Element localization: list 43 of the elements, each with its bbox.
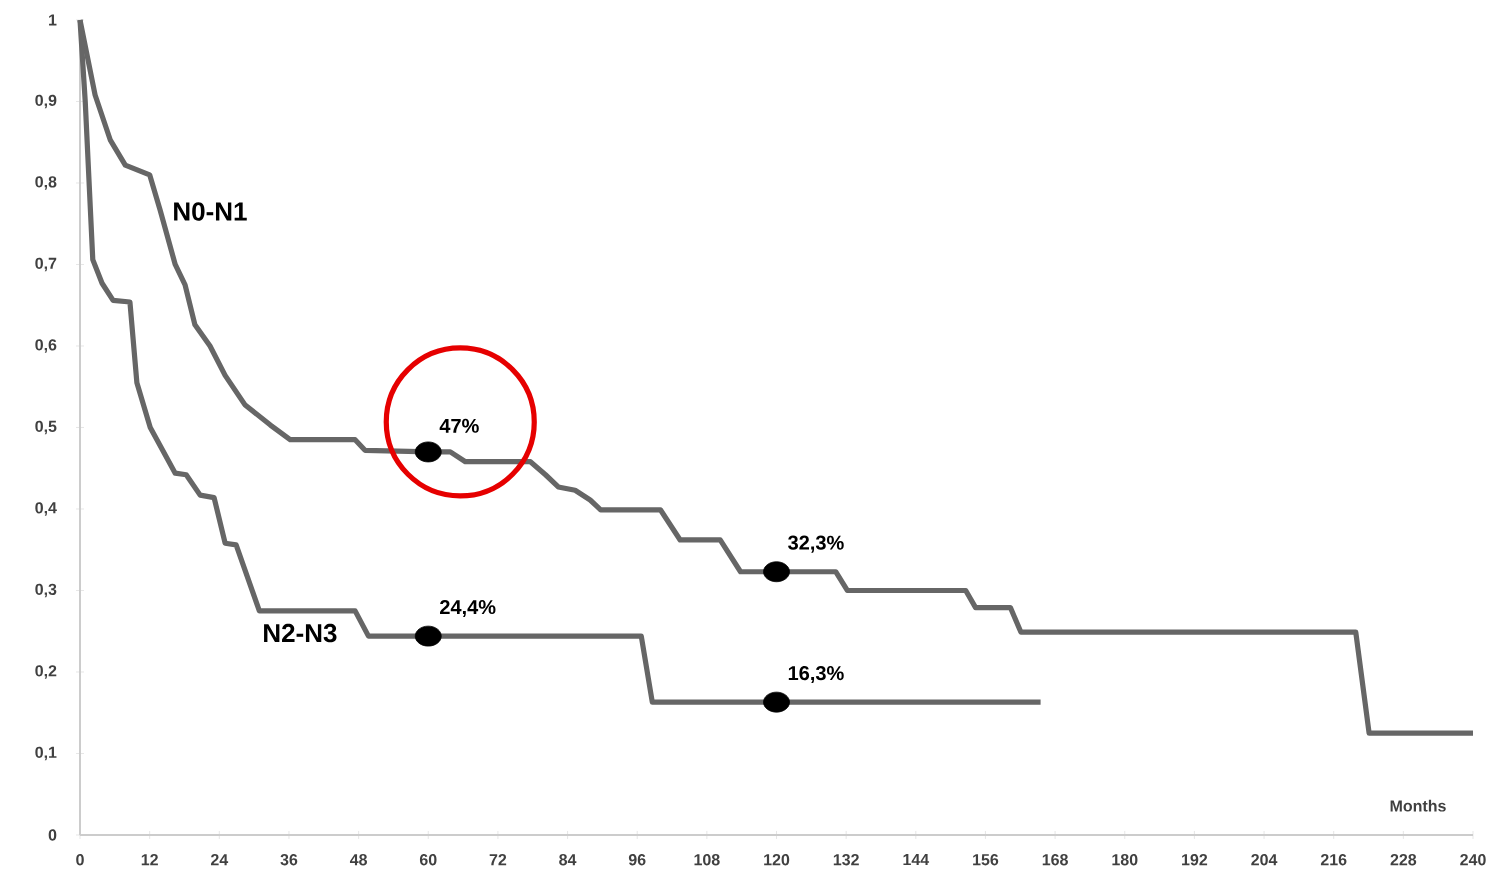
x-tick-label: 192: [1182, 854, 1208, 866]
y-tick-label: 0,1: [35, 746, 57, 761]
x-tick-label: 72: [489, 854, 507, 866]
x-tick-label: 240: [1460, 854, 1486, 866]
y-tick-label: 0,7: [35, 257, 57, 272]
x-tick-label: 108: [694, 854, 720, 866]
x-tick-label: 120: [764, 854, 790, 866]
annotation: 32,3%: [788, 535, 844, 553]
y-tick-label: 0,2: [35, 665, 57, 679]
point: [763, 691, 790, 713]
annotation: 16,3%: [788, 666, 844, 684]
x-tick-label: 36: [280, 854, 298, 866]
series-label: N0-N1: [174, 202, 247, 221]
point: [414, 625, 442, 647]
annotation: 24,4%: [440, 600, 496, 618]
x-tick-label: 228: [1390, 854, 1417, 866]
x-tick-label: 204: [1251, 854, 1278, 866]
y-tick-label: 0,4: [35, 502, 57, 516]
x-tick-label: 156: [973, 854, 999, 866]
annotation: 47%: [439, 418, 479, 433]
y-tick-label: 0,6: [35, 339, 57, 353]
x-tick-label: 84: [559, 854, 577, 866]
x-tick-label: 12: [141, 854, 158, 866]
series-label: N2-N3: [264, 623, 337, 643]
point: [414, 441, 442, 463]
x-tick-label: 60: [419, 854, 437, 866]
x-tick-label: 24: [210, 854, 229, 866]
x-tick-label: 180: [1112, 854, 1138, 866]
x-tick-label: 96: [628, 854, 646, 866]
y-tick-label: 0: [48, 829, 57, 841]
x-tick-label: 0: [76, 854, 84, 866]
x-tick-label: 132: [833, 854, 859, 866]
x-tick-label: 144: [903, 854, 930, 866]
x-tick-label: 216: [1320, 854, 1347, 866]
x-tick-label: 48: [349, 854, 368, 866]
x-axis-title: Months: [1390, 799, 1446, 812]
y-tick-label: 0,8: [35, 176, 57, 190]
y-tick-label: 0,3: [35, 583, 57, 598]
y-tick-label: 0,5: [35, 420, 57, 435]
point: [763, 561, 790, 583]
y-tick-label: 0,9: [35, 94, 57, 109]
x-tick-label: 168: [1042, 854, 1068, 866]
y-tick-label: 1: [49, 14, 57, 26]
